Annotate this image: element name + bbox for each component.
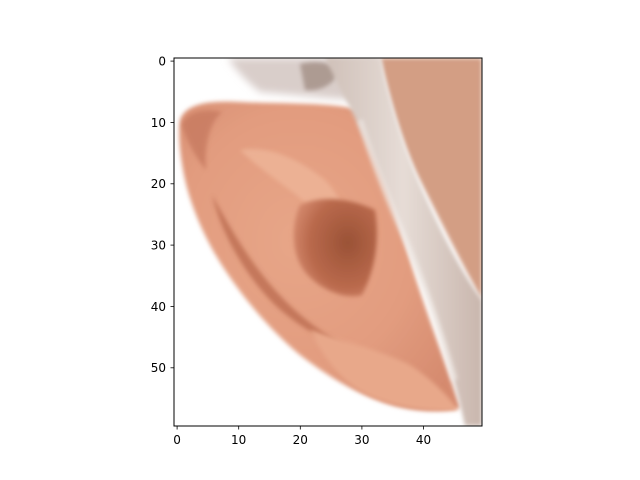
x-tick-label: 0 [173,433,181,447]
x-tick-label: 40 [416,433,431,447]
x-tick-label: 30 [354,433,369,447]
cheek-region [380,58,482,300]
x-tick-label: 10 [231,433,246,447]
hair-top-dark [300,62,340,91]
x-tick-label: 20 [293,433,308,447]
x-axis: 0 10 20 30 40 [173,426,431,447]
concha [293,198,377,297]
earlobe [310,330,458,411]
left-background [174,180,390,426]
y-tick-label: 0 [158,55,166,69]
y-tick-label: 20 [151,177,166,191]
y-tick-label: 30 [151,239,166,253]
y-tick-label: 40 [151,300,166,314]
axes-frame [173,57,483,427]
y-axis: 0 10 20 30 40 50 [151,55,174,375]
y-tick-label: 10 [151,116,166,130]
ear-image [174,58,482,426]
y-tick-label: 50 [151,361,166,375]
ear-rim-shadow [182,110,222,170]
hair-sideburn-speckle [357,119,458,381]
